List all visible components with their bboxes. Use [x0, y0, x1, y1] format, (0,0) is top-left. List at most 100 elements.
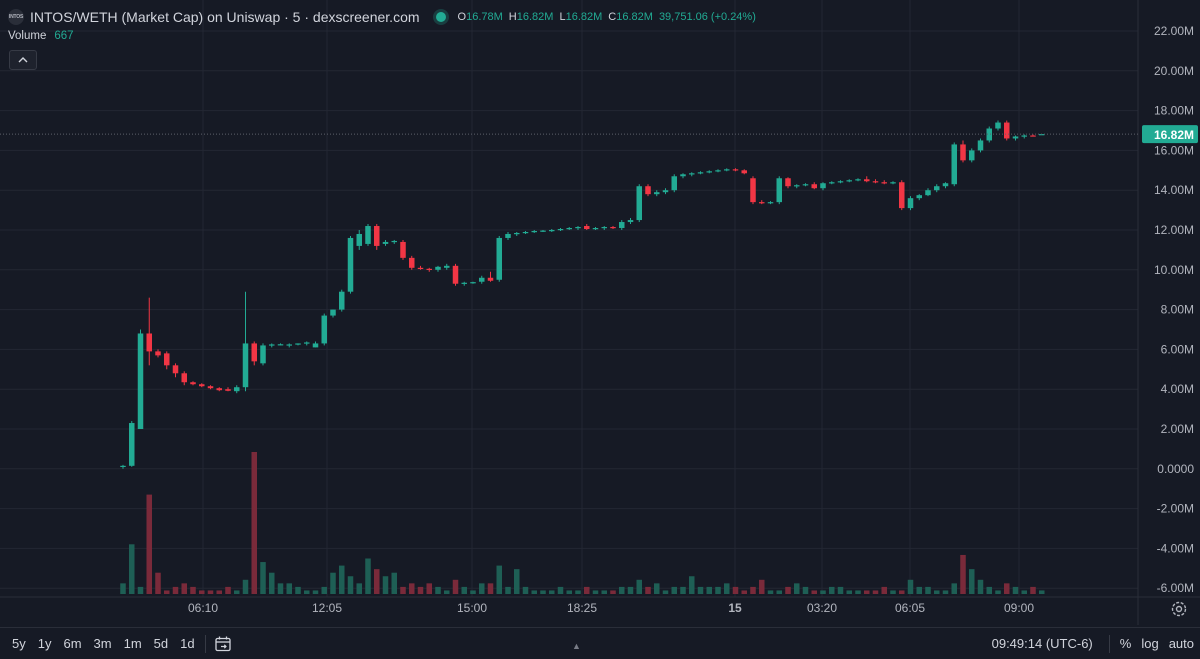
candle-body [557, 229, 564, 231]
log-scale-toggle[interactable]: log [1141, 636, 1159, 651]
candle-body [802, 184, 809, 186]
volume-bar [277, 583, 284, 594]
candle-body [1012, 136, 1019, 139]
candle-body [365, 226, 371, 244]
last-price-label: 16.82M [1154, 128, 1194, 142]
goto-date-button[interactable] [214, 635, 232, 653]
volume-value: 667 [54, 30, 74, 42]
percent-scale-toggle[interactable]: % [1119, 636, 1132, 651]
auto-scale-toggle[interactable]: auto [1168, 636, 1194, 651]
candle-body [829, 182, 835, 184]
chart-pane[interactable]: 22.00M 20.00M 18.00M 16.00M 14.00M 12.00M 10.0… [0, 0, 1200, 625]
collapse-legend-button[interactable] [9, 50, 37, 70]
candle-body [715, 170, 721, 172]
volume-bar [566, 590, 572, 594]
candle-body [864, 179, 870, 182]
candle-body [242, 343, 249, 388]
volume-bar [417, 586, 424, 594]
candle-body [750, 178, 756, 203]
volume-bar [129, 544, 135, 594]
range-5d-button[interactable]: 5d [153, 636, 169, 651]
volume-bar [540, 590, 546, 594]
candle-body [942, 183, 949, 187]
candle-body [881, 182, 887, 184]
volume-bar [391, 572, 397, 594]
volume-bar [890, 590, 896, 594]
candle-body [680, 174, 686, 177]
candle-body [260, 345, 266, 364]
volume-bar [286, 583, 292, 594]
timezone-clock[interactable]: 09:49:14 (UTC-6) [991, 636, 1093, 651]
volume-bar [732, 586, 739, 594]
range-5y-button[interactable]: 5y [12, 636, 26, 651]
candle-body [461, 282, 467, 284]
volume-bar [671, 586, 677, 594]
volume-bar [697, 586, 704, 594]
last-price-tag [1142, 125, 1198, 144]
chart-title[interactable]: INTOS/WETH (Market Cap) on Uniswap · 5 ·… [30, 9, 420, 25]
volume-bar [251, 452, 257, 594]
chart-settings-button[interactable] [1170, 600, 1188, 618]
volume-bar [207, 590, 214, 594]
volume-bar [382, 576, 389, 594]
volume-bar [855, 590, 861, 594]
candle-body [496, 237, 502, 280]
price-axis-label: 6.00M [1161, 342, 1194, 356]
range-6m-button[interactable]: 6m [63, 636, 82, 651]
volume-bar [662, 590, 669, 594]
volume-bar [829, 586, 835, 594]
candle-body [164, 353, 170, 366]
volume-bar [1004, 583, 1010, 594]
range-3m-button[interactable]: 3m [93, 636, 112, 651]
candle-body [400, 241, 406, 258]
volume-bar [312, 590, 319, 594]
chart-legend: INTOS INTOS/WETH (Market Cap) on Uniswap… [8, 7, 756, 27]
volume-bar [400, 586, 406, 594]
volume-bar [759, 579, 765, 594]
volume-bar [995, 590, 1001, 594]
candle-body [172, 365, 179, 374]
expand-panel-icon[interactable]: ▲ [572, 641, 581, 651]
candle-body [304, 342, 310, 344]
range-1m-button[interactable]: 1m [123, 636, 142, 651]
volume-bar [365, 558, 371, 594]
volume-bar [794, 583, 800, 594]
volume-label[interactable]: Volume [8, 30, 47, 42]
volume-bar [199, 590, 205, 594]
volume-bar [181, 583, 187, 594]
candle-body [409, 257, 415, 268]
volume-bar [1030, 586, 1036, 594]
volume-bar [811, 590, 817, 594]
candle-body [295, 343, 301, 345]
volume-bar [767, 590, 774, 594]
candle-body [951, 144, 957, 185]
candle-body [977, 140, 984, 151]
candle-body [339, 291, 345, 310]
candle-body [234, 387, 240, 392]
volume-bar [435, 586, 441, 594]
volume-bar [225, 586, 231, 594]
toolbar-divider [204, 634, 206, 653]
candle-body [689, 173, 695, 175]
range-1d-button[interactable]: 1d [180, 636, 195, 651]
time-axis-label: 12:05 [312, 601, 342, 615]
volume-bar [549, 590, 555, 594]
volume-bar [627, 586, 634, 594]
candlestick-chart[interactable]: 22.00M 20.00M 18.00M 16.00M 14.00M 12.00M 10.0… [0, 0, 1200, 625]
volume-bar [461, 586, 467, 594]
candle-body [732, 169, 739, 171]
ohlc-values: O16.78M H16.82M L16.82M C16.82M 39,751.0… [458, 11, 756, 23]
volume-bar [802, 586, 809, 594]
candle-body [654, 192, 660, 195]
candle-body [435, 266, 441, 270]
candle-body [907, 198, 914, 209]
candle-body [969, 150, 975, 161]
volume-bar [557, 586, 564, 594]
volume-bar [960, 554, 966, 594]
volume-bar [409, 583, 415, 594]
candle-body [531, 230, 537, 233]
volume-bar [531, 590, 537, 594]
candle-body [540, 230, 546, 232]
range-1y-button[interactable]: 1y [37, 636, 52, 651]
candle-body [986, 128, 992, 141]
